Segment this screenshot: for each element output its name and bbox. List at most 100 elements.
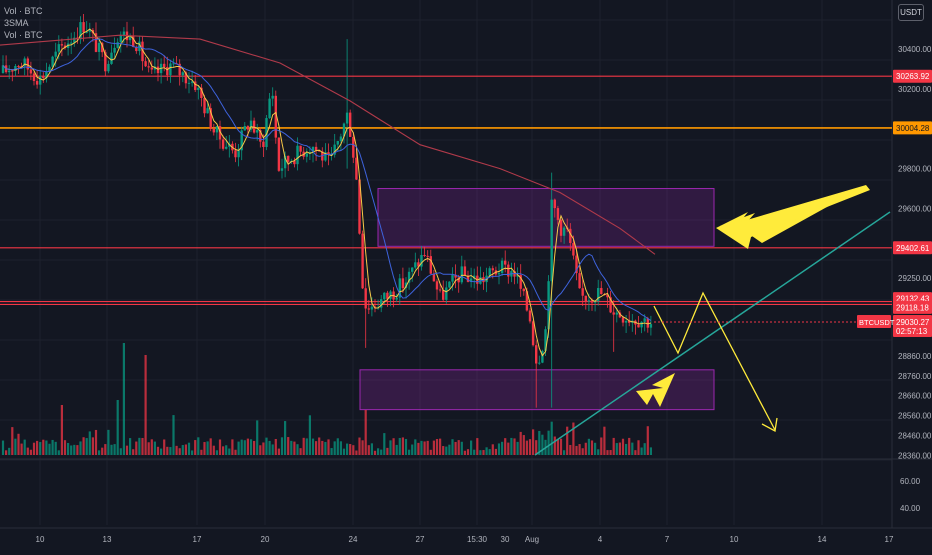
resistance-zone bbox=[377, 188, 715, 247]
candle-body bbox=[311, 146, 315, 152]
candle-body bbox=[249, 120, 253, 130]
candle-body bbox=[451, 274, 454, 282]
volume-bar bbox=[584, 442, 587, 455]
price-tag-label: 29402.61 bbox=[896, 244, 930, 253]
candle-body bbox=[420, 254, 423, 267]
candle-body bbox=[181, 72, 184, 76]
candle-body bbox=[246, 126, 250, 130]
volume-bar bbox=[256, 420, 259, 455]
candle-body bbox=[172, 63, 175, 65]
candle-body bbox=[200, 87, 203, 99]
volume-bar bbox=[91, 437, 94, 455]
volume-bar bbox=[389, 440, 392, 455]
candle-body bbox=[88, 29, 91, 32]
volume-bar bbox=[82, 437, 85, 455]
price-tag: 30263.92 bbox=[893, 69, 932, 83]
volume-bar bbox=[231, 439, 234, 455]
volume-bar bbox=[513, 438, 516, 455]
volume-bar bbox=[466, 449, 470, 455]
candle-body bbox=[414, 262, 417, 268]
volume-bar bbox=[556, 439, 559, 455]
candle-body bbox=[640, 321, 643, 328]
candle-body bbox=[240, 130, 243, 151]
volume-bar bbox=[212, 445, 215, 455]
candle-body bbox=[569, 228, 572, 244]
time-tick-label: 4 bbox=[598, 535, 603, 544]
volume-bar bbox=[420, 440, 423, 455]
legend-item-volume-2[interactable]: Vol · BTC bbox=[4, 30, 43, 40]
candle-body bbox=[541, 350, 544, 363]
volume-bar bbox=[408, 449, 411, 455]
volume-bar bbox=[327, 439, 330, 455]
volume-bar bbox=[538, 430, 541, 455]
volume-bar bbox=[587, 438, 590, 455]
price-tag: 29402.61 bbox=[893, 241, 932, 255]
candle-body bbox=[73, 37, 76, 43]
volume-bar bbox=[649, 447, 652, 455]
candle-body bbox=[104, 52, 107, 72]
volume-bar bbox=[590, 440, 594, 455]
candle-body bbox=[299, 145, 302, 152]
arrow-to-support bbox=[636, 373, 675, 407]
candle-body bbox=[488, 268, 491, 276]
volume-bar bbox=[349, 444, 352, 455]
symbol-tag-label: BTCUSDT bbox=[859, 318, 895, 327]
volume-bar bbox=[299, 448, 302, 455]
candle-body bbox=[221, 139, 225, 149]
legend-item-volume[interactable]: Vol · BTC bbox=[4, 6, 43, 16]
legend-item-sma[interactable]: 3SMA bbox=[4, 18, 29, 28]
candle-body bbox=[373, 306, 377, 308]
candle-body bbox=[624, 320, 628, 323]
candle-body bbox=[209, 108, 212, 129]
candle-body bbox=[380, 299, 383, 308]
volume-bar bbox=[129, 438, 132, 455]
volume-bar bbox=[550, 421, 553, 455]
volume-bar bbox=[522, 435, 525, 455]
volume-bar bbox=[460, 441, 463, 455]
volume-bar bbox=[621, 438, 625, 455]
volume-bar bbox=[454, 441, 457, 455]
candle-body bbox=[23, 58, 26, 67]
price-tick-label: 29250.00 bbox=[898, 274, 932, 283]
volume-bar bbox=[280, 437, 284, 455]
volume-bar bbox=[156, 446, 160, 455]
ascending-trendline bbox=[534, 211, 891, 456]
candle-body bbox=[516, 275, 519, 277]
candle-body bbox=[364, 288, 367, 309]
volume-bar bbox=[451, 439, 454, 455]
volume-bar bbox=[594, 442, 597, 455]
candle-body bbox=[609, 297, 612, 313]
volume-bar bbox=[265, 437, 268, 455]
candle-body bbox=[547, 281, 550, 330]
candle-body bbox=[429, 256, 432, 274]
candle-body bbox=[497, 273, 501, 275]
time-tick-label: 30 bbox=[501, 535, 510, 544]
currency-selector[interactable]: USDT bbox=[898, 4, 924, 21]
time-tick-label: Aug bbox=[525, 535, 539, 544]
volume-bar bbox=[172, 415, 175, 455]
volume-bar bbox=[370, 443, 373, 455]
volume-bar bbox=[361, 440, 364, 455]
candle-body bbox=[528, 310, 532, 322]
volume-bar bbox=[76, 445, 79, 455]
candle-body bbox=[113, 47, 116, 53]
candle-body bbox=[646, 318, 649, 328]
volume-bar bbox=[429, 449, 432, 455]
candle-body bbox=[94, 33, 98, 52]
candle-body bbox=[29, 69, 33, 74]
volume-bar bbox=[274, 438, 277, 455]
candle-body bbox=[448, 281, 451, 288]
volume-bar bbox=[603, 426, 606, 455]
candle-body bbox=[135, 46, 138, 52]
volume-bar bbox=[101, 447, 104, 455]
candle-body bbox=[156, 66, 160, 74]
volume-bar bbox=[141, 437, 144, 455]
candle-body bbox=[597, 288, 600, 302]
candle-body bbox=[336, 141, 339, 145]
candle-body bbox=[314, 146, 318, 151]
candle-body bbox=[39, 76, 42, 85]
volume-bar bbox=[296, 444, 299, 455]
countdown-label: 02:57:13 bbox=[896, 327, 928, 336]
